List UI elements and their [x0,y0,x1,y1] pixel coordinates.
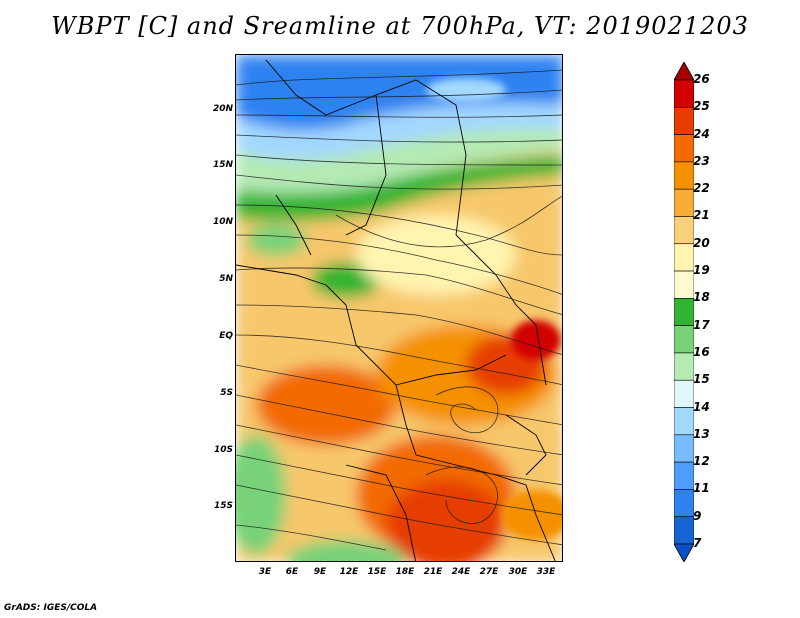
colorbar-label: 13 [693,426,710,441]
colorbar-label: 15 [693,372,710,387]
colorbar-bottom-triangle [674,543,694,562]
colorbar-segment [674,407,694,436]
colorbar-label: 9 [693,508,702,523]
lat-label-5s: 5S [220,388,233,398]
colorbar-segment [674,243,694,272]
lat-label-10n: 10N [212,217,233,227]
chart-title: WBPT [C] and Sreamline at 700hPa, VT: 20… [51,12,749,40]
lon-label-3e: 3E [258,567,272,577]
lon-label-24e: 24E [451,567,471,577]
lon-label-12e: 12E [339,567,359,577]
colorbar-label: 25 [693,99,710,114]
colorbar-segment [674,434,694,463]
colorbar-segment [674,270,694,299]
lat-label-15n: 15N [212,160,233,170]
lon-label-30e: 30E [508,567,528,577]
lon-label-21e: 21E [423,567,443,577]
footer-credit: GrADS: IGES/COLA [4,603,98,613]
lon-label-6e: 6E [285,567,299,577]
colorbar-label: 26 [693,72,710,86]
colorbar-segment [674,325,694,354]
colorbar-segment [674,79,694,108]
colorbar-label: 22 [693,181,710,196]
colorbar-segment [674,379,694,408]
colorbar-segment [674,352,694,381]
lon-label-9e: 9E [313,567,327,577]
colorbar-segment [674,216,694,245]
lon-label-27e: 27E [479,567,499,577]
colorbar-label: 7 [693,536,702,550]
colorbar-segment [674,188,694,217]
colorbar-segment [674,134,694,163]
lat-label-5n: 5N [219,274,233,284]
lon-label-33e: 33E [536,567,556,577]
colorbar-segment [674,298,694,326]
colorbar-segment [674,489,694,518]
lon-label-15e: 15E [367,567,387,577]
lat-label-15s: 15S [213,501,233,511]
colorbar-label: 18 [693,290,710,305]
colorbar-label: 12 [693,454,710,469]
colorbar-segment [674,161,694,190]
lat-label-10s: 10S [213,445,233,455]
lon-label-18e: 18E [395,567,415,577]
wbpt-field [236,55,562,561]
colorbar-label: 16 [693,344,710,359]
colorbar-label: 24 [693,126,710,141]
colorbar-label: 11 [693,481,710,496]
colorbar-label: 23 [693,153,710,168]
colorbar-label: 21 [693,208,710,223]
colorbar [674,62,694,562]
colorbar-segment [674,106,694,135]
colorbar-top-triangle [674,62,694,81]
colorbar-label: 14 [693,399,710,414]
map-panel [235,54,563,562]
lat-label-20n: 20N [212,104,233,114]
colorbar-label: 17 [693,317,710,332]
colorbar-label: 19 [693,263,710,278]
colorbar-segment [674,516,694,545]
colorbar-label: 20 [693,235,710,250]
lat-label-eq: EQ [219,331,233,341]
colorbar-segment [674,461,694,490]
